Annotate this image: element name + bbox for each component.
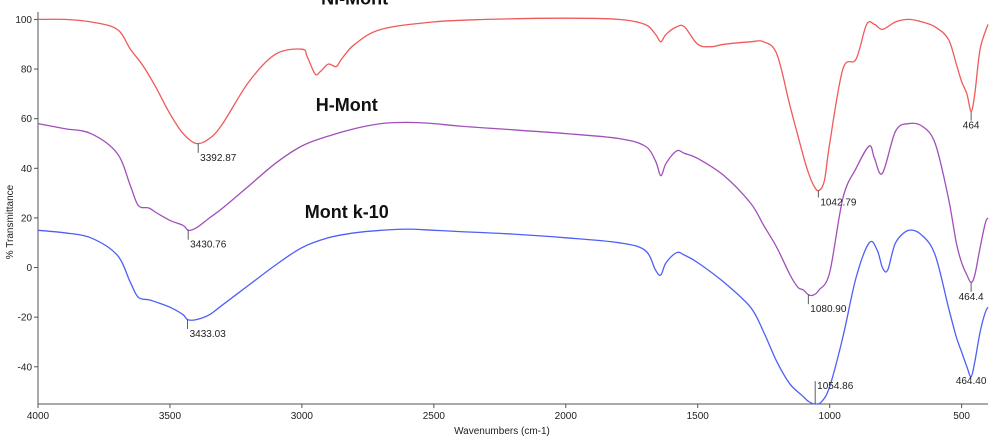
- peak-label: 464.4: [959, 292, 984, 303]
- x-tick-label: 500: [953, 411, 970, 422]
- y-tick-label: 100: [15, 15, 32, 26]
- y-tick-label: 60: [21, 114, 33, 125]
- x-tick-label: 4000: [27, 411, 50, 422]
- peak-label: 1054.86: [817, 381, 854, 392]
- series-title-mont-k-10: Mont k-10: [305, 202, 389, 222]
- x-axis-title: Wavenumbers (cm-1): [454, 426, 550, 437]
- peak-label: 3433.03: [190, 329, 227, 340]
- peak-label: 3392.87: [200, 153, 237, 164]
- x-tick-label: 1000: [819, 411, 842, 422]
- y-tick-label: 20: [21, 213, 33, 224]
- peak-label: 464: [963, 121, 980, 132]
- labels-layer: Ni-Mont H-Mont Mont k-10 3392.87 1042.79 464 3…: [187, 0, 987, 404]
- y-axis-title: % Transmittance: [5, 184, 16, 259]
- series-title-ni-mont: Ni-Mont: [321, 0, 388, 9]
- peak-label: 3430.76: [190, 240, 227, 251]
- series-line-mont-k-10: [37, 228, 989, 405]
- peak-label: 1080.90: [810, 304, 847, 315]
- y-tick-label: -20: [18, 313, 33, 324]
- x-tick-label: 3000: [291, 411, 314, 422]
- x-tick-label: 2000: [555, 411, 578, 422]
- y-tick-label: 40: [21, 164, 33, 175]
- x-tick-label: 3500: [159, 411, 182, 422]
- peak-label: 464.40: [956, 376, 987, 387]
- y-tick-label: -40: [18, 362, 33, 373]
- series-line-ni-mont: [37, 17, 989, 192]
- x-tick-label: 1500: [687, 411, 710, 422]
- y-tick-label: 0: [26, 263, 32, 274]
- x-tick-label: 2500: [423, 411, 446, 422]
- series-layer: [37, 17, 989, 405]
- axes: 4000 3500 3000 2500 2000 1500 1000 500 100 80 60 40…: [15, 12, 988, 422]
- series-title-h-mont: H-Mont: [316, 95, 378, 115]
- y-tick-label: 80: [21, 65, 33, 76]
- peak-label: 1042.79: [820, 198, 857, 209]
- series-line-h-mont: [37, 121, 989, 297]
